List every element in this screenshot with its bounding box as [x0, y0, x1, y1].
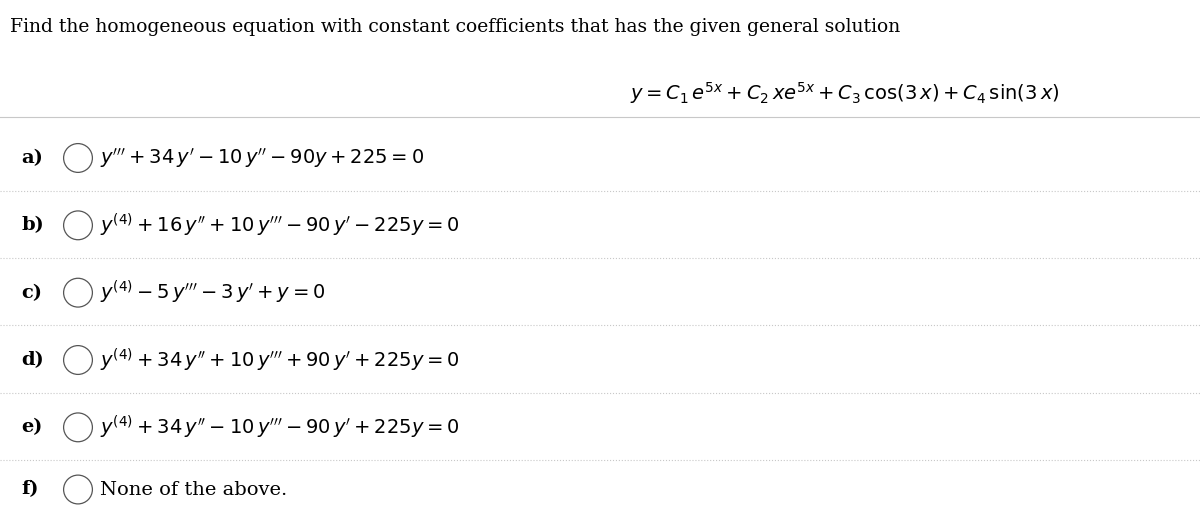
Text: $y^{\prime\prime\prime}+34\,y^{\prime}-10\,y^{\prime\prime}-90y+225=0$: $y^{\prime\prime\prime}+34\,y^{\prime}-1…: [100, 146, 424, 170]
Text: $y^{(4)}+34\,y^{\prime\prime}+10\,y^{\prime\prime\prime}+90\,y^{\prime}+225y=0$: $y^{(4)}+34\,y^{\prime\prime}+10\,y^{\pr…: [100, 347, 460, 373]
Text: $y=C_1\,e^{5x}+C_2\,xe^{5x}+C_3\,\mathrm{cos}(3\,x)+C_4\,\mathrm{sin}(3\,x)$: $y=C_1\,e^{5x}+C_2\,xe^{5x}+C_3\,\mathrm…: [630, 80, 1060, 106]
Text: a): a): [22, 149, 43, 167]
Text: $y^{(4)}+34\,y^{\prime\prime}-10\,y^{\prime\prime\prime}-90\,y^{\prime}+225y=0$: $y^{(4)}+34\,y^{\prime\prime}-10\,y^{\pr…: [100, 414, 460, 441]
Text: $y^{(4)}+16\,y^{\prime\prime}+10\,y^{\prime\prime\prime}-90\,y^{\prime}-225y=0$: $y^{(4)}+16\,y^{\prime\prime}+10\,y^{\pr…: [100, 212, 460, 239]
Text: None of the above.: None of the above.: [100, 481, 287, 498]
Text: e): e): [22, 419, 43, 436]
Text: c): c): [22, 284, 43, 301]
Text: b): b): [22, 217, 44, 234]
Text: d): d): [22, 351, 44, 369]
Text: f): f): [22, 481, 40, 498]
Text: Find the homogeneous equation with constant coefficients that has the given gene: Find the homogeneous equation with const…: [10, 18, 900, 36]
Text: $y^{(4)}-5\,y^{\prime\prime\prime}-3\,y^{\prime}+y=0$: $y^{(4)}-5\,y^{\prime\prime\prime}-3\,y^…: [100, 279, 325, 306]
